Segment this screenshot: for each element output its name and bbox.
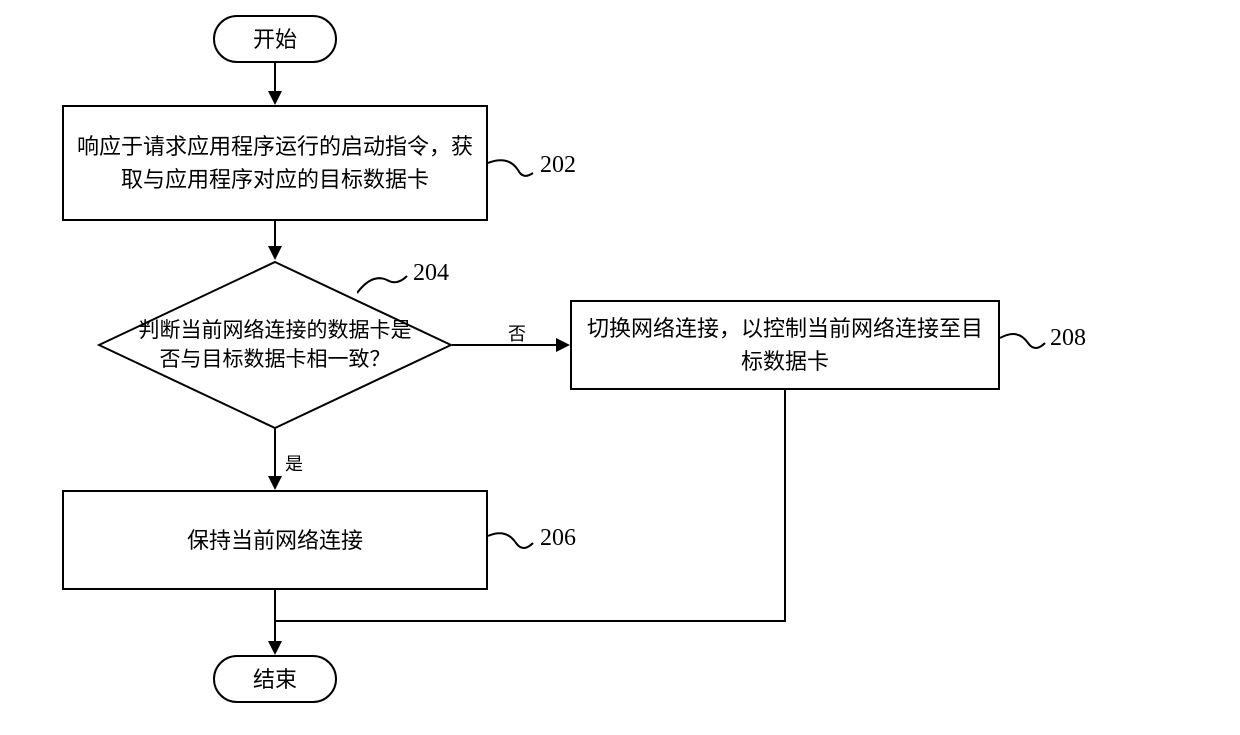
edge-label-no: 否 <box>508 320 526 346</box>
edge-206-end <box>274 590 276 643</box>
decision-204-text: 判断当前网络连接的数据卡是否与目标数据卡相一致？ <box>137 316 413 375</box>
curve-204 <box>357 268 412 303</box>
edge-204-206 <box>274 428 276 478</box>
arrow-206-end <box>268 641 282 655</box>
label-206: 206 <box>540 525 576 552</box>
curve-206 <box>488 528 538 563</box>
arrow-204-208 <box>556 338 570 352</box>
label-204: 204 <box>413 260 449 287</box>
process-206-text: 保持当前网络连接 <box>187 524 363 557</box>
curve-208 <box>1000 328 1050 363</box>
flowchart-container: 开始 响应于请求应用程序运行的启动指令，获取与应用程序对应的目标数据卡 202 … <box>0 0 1240 735</box>
label-208: 208 <box>1050 325 1086 352</box>
process-208: 切换网络连接，以控制当前网络连接至目标数据卡 <box>570 300 1000 390</box>
edge-204-208 <box>452 344 558 346</box>
process-208-text: 切换网络连接，以控制当前网络连接至目标数据卡 <box>580 312 990 378</box>
edge-label-yes: 是 <box>285 450 303 476</box>
arrow-start-202 <box>268 91 282 105</box>
edge-208-down <box>784 390 786 620</box>
process-202: 响应于请求应用程序运行的启动指令，获取与应用程序对应的目标数据卡 <box>62 105 488 221</box>
arrow-202-204 <box>268 246 282 260</box>
edge-208-left <box>275 620 786 622</box>
arrow-204-206 <box>268 476 282 490</box>
process-202-text: 响应于请求应用程序运行的启动指令，获取与应用程序对应的目标数据卡 <box>72 130 478 196</box>
end-text: 结束 <box>253 663 297 696</box>
process-206: 保持当前网络连接 <box>62 490 488 590</box>
label-202: 202 <box>540 152 576 179</box>
curve-202 <box>488 155 538 190</box>
end-node: 结束 <box>213 655 337 703</box>
edge-202-204 <box>274 221 276 248</box>
start-node: 开始 <box>213 15 337 63</box>
start-text: 开始 <box>253 23 297 56</box>
edge-start-202 <box>274 63 276 93</box>
